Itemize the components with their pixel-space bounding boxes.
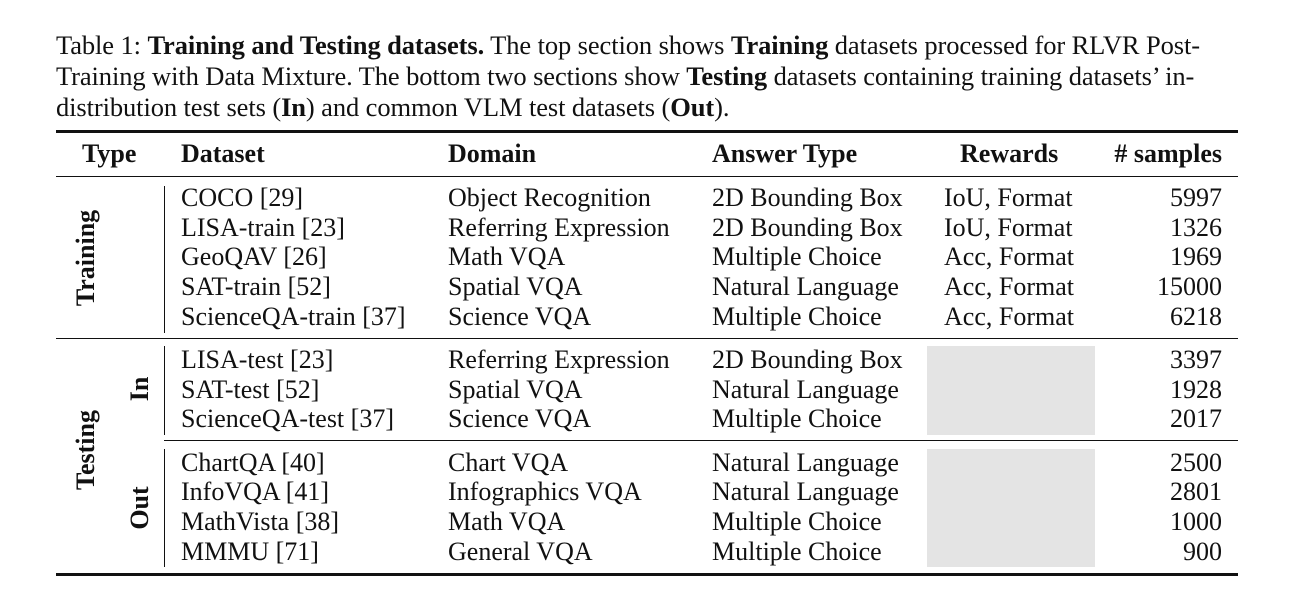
table-cell-domain: Infographics VQA: [448, 477, 642, 506]
header-dataset: Dataset: [181, 139, 265, 168]
table-cell-samples: 2801: [1170, 477, 1222, 506]
table-cell-dataset: ChartQA [40]: [181, 448, 325, 477]
table-cell-dataset: ScienceQA-test [37]: [181, 404, 394, 433]
rewards-shade-in: [927, 346, 1095, 435]
table-cell-rewards: Acc, Format: [944, 242, 1074, 271]
table-cell-rewards: IoU, Format: [944, 213, 1073, 242]
table-cell-answer-type: Natural Language: [712, 477, 899, 506]
table-cell-dataset: LISA-train [23]: [181, 213, 345, 242]
table-cell-rewards: IoU, Format: [944, 183, 1073, 212]
table-cell-samples: 2017: [1170, 404, 1222, 433]
table-cell-dataset: GeoQAV [26]: [181, 242, 327, 271]
table-cell-answer-type: Multiple Choice: [712, 242, 882, 271]
table-cell-answer-type: 2D Bounding Box: [712, 213, 903, 242]
rewards-shade-out: [927, 449, 1095, 567]
caption-text: The top section shows: [484, 30, 731, 60]
caption-text: datasets processed for RLVR Post-Trainin…: [56, 30, 1200, 91]
section-rule: [56, 338, 1238, 340]
caption-title: Training and Testing datasets.: [147, 30, 485, 60]
caption-text: datasets containing training datasets’ i…: [56, 61, 1195, 122]
header-samples: # samples: [1114, 139, 1222, 168]
out-bracket-line: [164, 449, 166, 567]
table-cell-rewards: Acc, Format: [944, 302, 1074, 331]
table-cell-samples: 1969: [1170, 242, 1222, 271]
header-rule: [56, 176, 1238, 178]
table-cell-answer-type: Natural Language: [712, 375, 899, 404]
table-cell-answer-type: 2D Bounding Box: [712, 183, 903, 212]
table-cell-dataset: SAT-test [52]: [181, 375, 320, 404]
top-rule: [56, 130, 1238, 133]
bottom-rule: [56, 573, 1238, 576]
table-cell-dataset: COCO [29]: [181, 183, 304, 212]
caption-bold: Out: [670, 92, 715, 122]
in-bracket-line: [164, 346, 166, 435]
header-rewards: Rewards: [960, 139, 1059, 168]
caption-prefix: Table 1:: [56, 30, 148, 60]
training-bracket-line: [164, 186, 166, 333]
header-type: Type: [82, 139, 137, 168]
caption-bold: In: [281, 92, 306, 122]
table-cell-answer-type: Multiple Choice: [712, 302, 882, 331]
table-cell-samples: 1000: [1170, 507, 1222, 536]
table-cell-dataset: LISA-test [23]: [181, 345, 334, 374]
subsection-rule: [164, 440, 1238, 442]
caption-bold: Testing: [686, 61, 768, 91]
group-label-testing: Testing: [71, 410, 100, 490]
table-cell-answer-type: 2D Bounding Box: [712, 345, 903, 374]
table-cell-samples: 6218: [1170, 302, 1222, 331]
table-cell-samples: 15000: [1157, 272, 1222, 301]
table-cell-dataset: ScienceQA-train [37]: [181, 302, 406, 331]
table-cell-samples: 3397: [1170, 345, 1222, 374]
table-cell-domain: Referring Expression: [448, 213, 670, 242]
table-cell-domain: Science VQA: [448, 302, 592, 331]
caption-text: ).: [714, 92, 730, 122]
table-cell-rewards: Acc, Format: [944, 272, 1074, 301]
table-cell-samples: 1326: [1170, 213, 1222, 242]
table-cell-domain: Referring Expression: [448, 345, 670, 374]
group-label-out: Out: [125, 486, 154, 530]
table-cell-domain: Object Recognition: [448, 183, 651, 212]
table-cell-answer-type: Multiple Choice: [712, 537, 882, 566]
caption-bold: Training: [730, 30, 829, 60]
table-cell-samples: 2500: [1170, 448, 1222, 477]
table-cell-dataset: SAT-train [52]: [181, 272, 331, 301]
table-cell-answer-type: Multiple Choice: [712, 404, 882, 433]
table-cell-answer-type: Multiple Choice: [712, 507, 882, 536]
table-cell-dataset: MMMU [71]: [181, 537, 319, 566]
table-cell-answer-type: Natural Language: [712, 448, 899, 477]
table-cell-domain: Spatial VQA: [448, 272, 583, 301]
table-cell-samples: 900: [1183, 537, 1222, 566]
table-cell-answer-type: Natural Language: [712, 272, 899, 301]
table-cell-samples: 1928: [1170, 375, 1222, 404]
table-cell-domain: Science VQA: [448, 404, 592, 433]
table-cell-dataset: MathVista [38]: [181, 507, 340, 536]
table-cell-domain: Spatial VQA: [448, 375, 583, 404]
group-label-training: Training: [71, 209, 100, 307]
table-cell-domain: Math VQA: [448, 242, 566, 271]
table-caption: Table 1: Training and Testing datasets. …: [56, 30, 1246, 123]
table-cell-samples: 5997: [1170, 183, 1222, 212]
header-answer-type: Answer Type: [712, 139, 858, 168]
table-cell-domain: Math VQA: [448, 507, 566, 536]
header-domain: Domain: [448, 139, 537, 168]
caption-text: ) and common VLM test datasets (: [305, 92, 671, 122]
group-label-in: In: [125, 376, 154, 402]
table-cell-domain: General VQA: [448, 537, 593, 566]
table-cell-dataset: InfoVQA [41]: [181, 477, 330, 506]
table-cell-domain: Chart VQA: [448, 448, 569, 477]
